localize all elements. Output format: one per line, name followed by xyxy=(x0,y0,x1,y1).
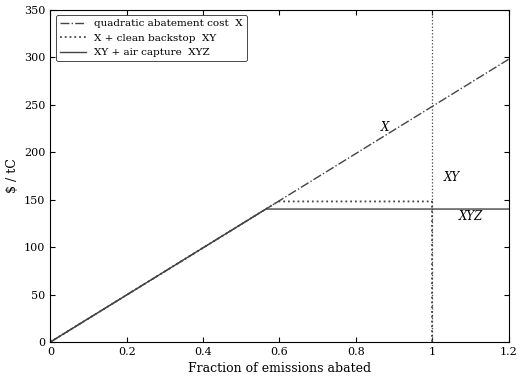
X + clean backstop  XY xyxy=(275,199,281,204)
X + clean backstop  XY xyxy=(415,199,422,204)
XY + air capture  XYZ xyxy=(472,207,479,211)
X + clean backstop  XY xyxy=(404,199,411,204)
XY + air capture  XYZ xyxy=(49,338,55,343)
X + clean backstop  XY xyxy=(75,323,81,327)
Line: quadratic abatement cost  X: quadratic abatement cost X xyxy=(50,59,508,342)
X-axis label: Fraction of emissions abated: Fraction of emissions abated xyxy=(188,362,371,375)
quadratic abatement cost  X xyxy=(328,167,334,171)
XY + air capture  XYZ xyxy=(449,207,456,211)
quadratic abatement cost  X xyxy=(434,101,440,106)
XY + air capture  XYZ xyxy=(47,340,53,344)
Text: XYZ: XYZ xyxy=(459,210,483,223)
XY + air capture  XYZ xyxy=(263,207,269,211)
quadratic abatement cost  X xyxy=(320,171,326,176)
X + clean backstop  XY xyxy=(47,340,53,344)
X + clean backstop  XY xyxy=(429,199,435,204)
Text: X: X xyxy=(381,121,389,134)
Line: XY + air capture  XYZ: XY + air capture XYZ xyxy=(50,209,508,342)
quadratic abatement cost  X xyxy=(47,340,53,344)
Text: XY: XY xyxy=(444,171,460,184)
Legend: quadratic abatement cost  X, X + clean backstop  XY, XY + air capture  XYZ: quadratic abatement cost X, X + clean ba… xyxy=(55,15,247,61)
quadratic abatement cost  X xyxy=(505,57,511,62)
X + clean backstop  XY xyxy=(65,328,72,333)
quadratic abatement cost  X xyxy=(49,339,55,343)
Y-axis label: $ / tC: $ / tC xyxy=(6,158,18,193)
quadratic abatement cost  X xyxy=(319,172,325,177)
Line: X + clean backstop  XY: X + clean backstop XY xyxy=(50,202,432,342)
XY + air capture  XYZ xyxy=(505,207,511,211)
XY + air capture  XYZ xyxy=(359,207,366,211)
XY + air capture  XYZ xyxy=(365,207,371,211)
X + clean backstop  XY xyxy=(169,264,176,269)
X + clean backstop  XY xyxy=(132,287,139,292)
XY + air capture  XYZ xyxy=(358,207,364,211)
quadratic abatement cost  X xyxy=(462,83,469,88)
